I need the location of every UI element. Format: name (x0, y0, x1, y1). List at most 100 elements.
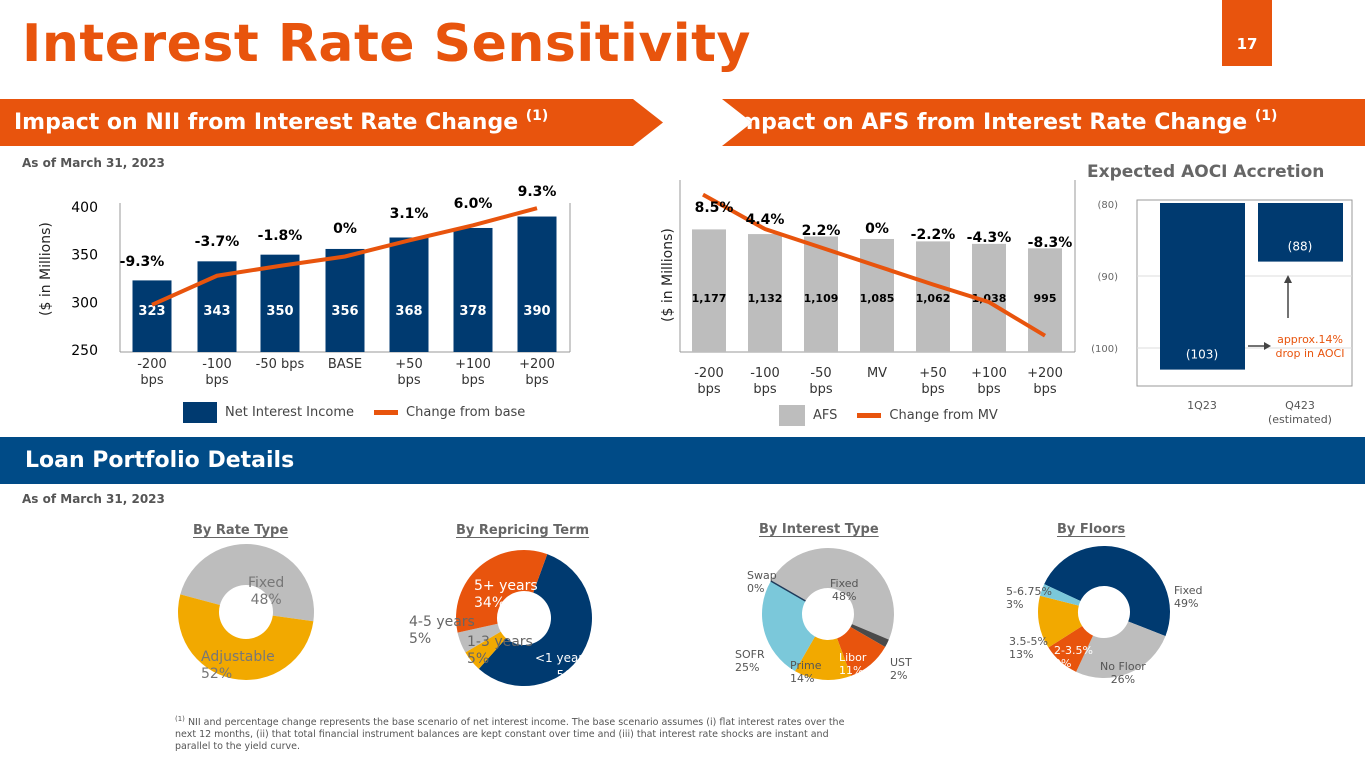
slice-pct: 2% (890, 669, 908, 682)
donut-slice-reprice (478, 554, 593, 686)
nii-bar-label: 356 (331, 304, 358, 319)
donut-slice-interest (850, 624, 889, 647)
label-reprice-lt1: <1 year 56% (535, 650, 583, 684)
slice-name: 4-5 years (409, 614, 475, 630)
slice-name: 1-3 years (467, 634, 533, 650)
afs-change-label: 8.5% (695, 200, 734, 216)
afs-x-tick: -100 (750, 366, 780, 381)
afs-bar-label: 1,062 (916, 292, 951, 305)
aoci-y-tick: (100) (1091, 344, 1118, 355)
nii-banner-text: Impact on NII from Interest Rate Change (14, 110, 526, 135)
afs-change-line (702, 192, 1047, 338)
nii-x-tick: -50 bps (256, 357, 305, 372)
afs-banner: Impact on AFS from Interest Rate Change … (722, 99, 1365, 146)
afs-x-tick: +100 (971, 366, 1007, 381)
label-rate-fixed: Fixed 48% (248, 575, 284, 609)
slice-name: Libor (839, 651, 867, 664)
aoci-arrow-right-head (1264, 342, 1271, 350)
donut-slice-interest (770, 580, 806, 602)
slice-name: Fixed (830, 577, 859, 590)
aoci-x-tick: Q423 (1285, 399, 1315, 412)
afs-change-label: -2.2% (911, 227, 956, 243)
nii-change-label: 9.3% (518, 184, 557, 200)
nii-x-tick: BASE (328, 357, 362, 372)
nii-x-tick: bps (397, 373, 421, 388)
donut-slice-floors (1038, 595, 1083, 648)
donut-slice-interest (762, 581, 815, 672)
afs-bar-label: 1,109 (804, 292, 839, 305)
nii-change-line (151, 206, 538, 307)
label-interest-prime: Prime 14% (790, 659, 822, 685)
donut-slice-interest (795, 636, 852, 680)
afs-change-label: -8.3% (1028, 235, 1073, 251)
nii-change-label: -1.8% (258, 228, 303, 244)
legend-label-change-mv: Change from MV (889, 408, 998, 423)
slice-name: <1 year (535, 651, 584, 665)
aoci-annotation-line2: drop in AOCI (1276, 347, 1345, 360)
nii-x-tick: +200 (519, 357, 555, 372)
page-number: 17 (1222, 0, 1272, 66)
label-floors-2-35: 2-3.5% 9% (1054, 644, 1093, 670)
legend-swatch-change-base (374, 410, 399, 415)
afs-legend: AFS Change from MV (779, 405, 998, 426)
slice-name: 2-3.5% (1054, 644, 1093, 657)
aoci-title: Expected AOCI Accretion (1087, 162, 1325, 182)
nii-change-label: 6.0% (454, 196, 493, 212)
aoci-y-tick: (80) (1097, 200, 1118, 211)
afs-bar (804, 236, 838, 352)
afs-change-label: -4.3% (967, 230, 1012, 246)
nii-x-tick: bps (205, 373, 229, 388)
slice-name: Swap (747, 569, 777, 582)
afs-change-label: 0% (865, 221, 889, 237)
slice-pct: 48% (250, 592, 282, 608)
slice-pct: 25% (735, 661, 760, 674)
slice-name: Prime (790, 659, 822, 672)
slice-name: 5-6.75% (1006, 585, 1052, 598)
slice-name: No Floor (1100, 660, 1146, 673)
donut-slice-rate (178, 594, 314, 680)
legend-swatch-nii (183, 402, 217, 423)
nii-banner-note: (1) (525, 108, 549, 124)
nii-y-tick: 250 (71, 343, 98, 359)
label-floors-nofloor: No Floor 26% (1100, 660, 1146, 686)
interest-type-title: By Interest Type (759, 522, 879, 537)
nii-change-label: -9.3% (120, 254, 165, 270)
afs-bar (916, 241, 950, 352)
nii-bar-label: 343 (203, 304, 230, 319)
nii-change-label: 3.1% (390, 206, 429, 222)
donut-slice-floors (1076, 621, 1166, 678)
aoci-bar (1258, 203, 1343, 262)
page-title: Interest Rate Sensitivity (22, 14, 751, 74)
afs-x-tick: -50 (810, 366, 831, 381)
afs-bar (860, 238, 894, 352)
afs-change-label: 2.2% (802, 223, 841, 239)
label-reprice-4-5: 4-5 years 5% (409, 614, 475, 648)
slice-pct: 26% (1110, 673, 1136, 686)
afs-bar-label: 1,038 (972, 292, 1007, 305)
label-interest-ust: UST 2% (890, 656, 912, 682)
aoci-bar-label: (103) (1186, 348, 1218, 362)
donut-slice-reprice (465, 631, 507, 669)
slice-name: 5+ years (474, 578, 538, 594)
donut-slice-floors (1044, 546, 1170, 637)
aoci-x-tick: (estimated) (1268, 413, 1332, 426)
aoci-annotation-line1: approx.14% (1277, 333, 1343, 346)
label-reprice-5plus: 5+ years 34% (474, 578, 538, 612)
slice-pct: 52% (201, 666, 233, 682)
nii-x-tick: bps (525, 373, 549, 388)
nii-y-tick: 300 (71, 295, 98, 311)
nii-bar-label: 390 (523, 304, 550, 319)
label-interest-fixed: Fixed 48% (830, 577, 859, 603)
label-reprice-1-3: 1-3 years 5% (467, 634, 533, 668)
aoci-x-tick: 1Q23 (1187, 399, 1217, 412)
nii-change-label: -3.7% (195, 234, 240, 250)
afs-bar-label: 1,132 (748, 292, 783, 305)
floors-title: By Floors (1057, 522, 1126, 537)
slice-name: SOFR (735, 648, 765, 661)
slice-pct: 48% (832, 590, 857, 603)
slice-pct: 3% (1006, 598, 1024, 611)
footnote-text: NII and percentage change represents the… (175, 717, 845, 753)
slice-name: Fixed (1174, 584, 1203, 597)
slice-pct: 14% (790, 672, 815, 685)
